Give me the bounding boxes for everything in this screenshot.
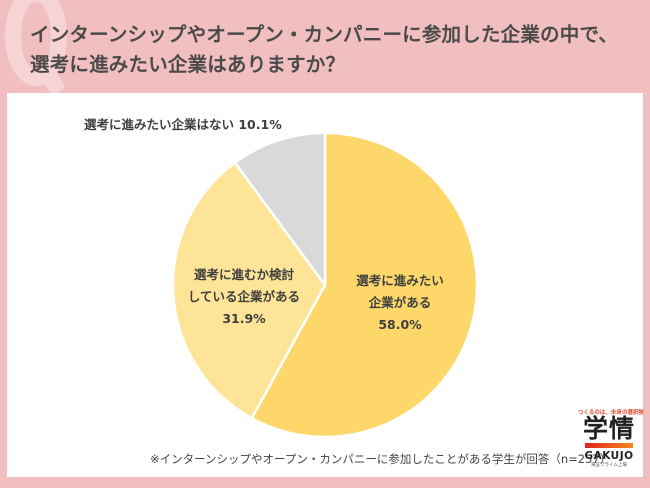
- slice-label-want-line2: 企業がある: [368, 295, 432, 310]
- slice-label-considering-pct: 31.9%: [222, 311, 266, 326]
- pie-slice-want: [250, 131, 479, 439]
- gakujo-logo: つくるのは、未来の選択肢 学情 GAKUJO 東証プライム上場: [578, 408, 644, 468]
- title-line-1: インターンシップやオープン・カンパニーに参加した企業の中で、: [30, 23, 619, 46]
- logo-name: GAKUJO: [584, 450, 634, 462]
- footnote: ※インターンシップやオープン・カンパニーに参加したことがある学生が回答（n=25…: [150, 452, 612, 466]
- logo-kanji: 学情: [582, 414, 635, 443]
- page-title: インターンシップやオープン・カンパニーに参加した企業の中で、 選考に進みたい企業…: [30, 20, 640, 80]
- slice-label-want-pct: 58.0%: [378, 317, 422, 332]
- pie-slice-considering: [171, 160, 327, 420]
- pie-slice-none: [233, 131, 327, 289]
- title-line-2: 選考に進みたい企業はありますか？: [30, 53, 346, 76]
- logo-sub: 東証プライム上場: [591, 463, 627, 468]
- slice-label-considering-line1: 選考に進むか検討: [193, 267, 294, 282]
- slice-label-considering-line2: している企業がある: [187, 289, 301, 304]
- slice-label-considering: 選考に進むか検討 している企業がある 31.9%: [176, 264, 312, 330]
- slice-label-want-line1: 選考に進みたい: [356, 273, 444, 288]
- logo-bar: [585, 443, 633, 448]
- slice-label-want: 選考に進みたい 企業がある 58.0%: [340, 270, 460, 336]
- logo-tagline: つくるのは、未来の選択肢: [578, 410, 644, 416]
- slice-label-none: 選考に進みたい企業はない 10.1%: [84, 117, 282, 132]
